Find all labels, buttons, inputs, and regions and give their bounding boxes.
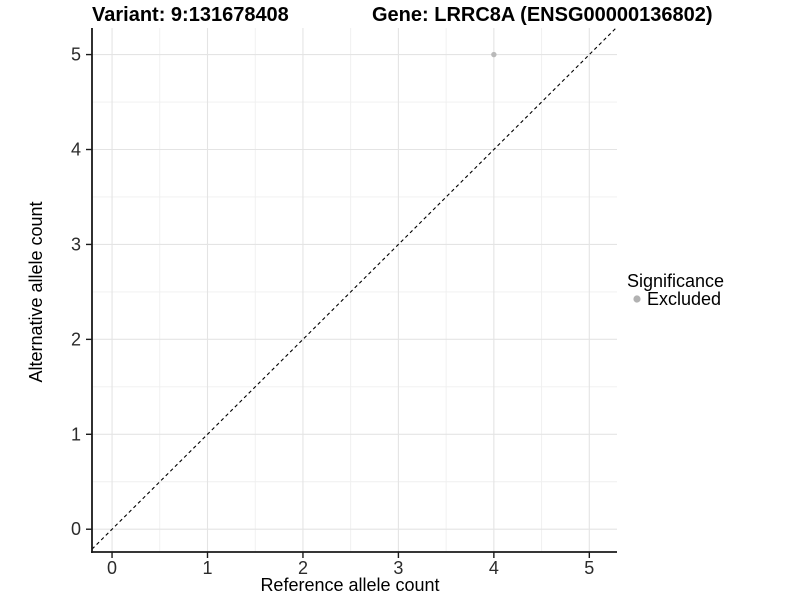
legend-item: Excluded	[633, 289, 721, 309]
x-axis-title: Reference allele count	[260, 575, 439, 595]
identity-dashed-line	[91, 27, 617, 550]
plot-title-gene: Gene: LRRC8A (ENSG00000136802)	[372, 4, 713, 26]
axis-lines	[91, 28, 617, 553]
x-tick-label: 5	[584, 558, 594, 578]
y-tick-label: 3	[71, 234, 81, 254]
axis-tick-labels: 0 1 2 3 4 5 0 1 2 3 4 5	[71, 45, 594, 578]
legend: Significance Excluded	[627, 271, 724, 309]
legend-key-dot-icon	[633, 295, 641, 303]
x-tick-label: 2	[298, 558, 308, 578]
data-point	[491, 51, 497, 58]
axis-tick-marks	[86, 53, 591, 558]
y-tick-label: 5	[71, 45, 81, 65]
y-axis-title: Alternative allele count	[26, 201, 46, 382]
legend-title: Significance	[627, 271, 724, 291]
y-tick-label: 0	[71, 519, 81, 539]
grid-minor-lines	[92, 28, 617, 552]
x-tick-label: 4	[489, 558, 499, 578]
y-tick-label: 1	[71, 424, 81, 444]
y-tick-label: 4	[71, 140, 81, 160]
x-tick-label: 0	[107, 558, 117, 578]
y-tick-label: 2	[71, 329, 81, 349]
legend-item-label: Excluded	[647, 289, 721, 309]
plot-title-variant: Variant: 9:131678408	[92, 4, 289, 26]
grid-major-lines	[92, 28, 617, 552]
x-tick-label: 1	[202, 558, 212, 578]
data-point-layer	[491, 51, 497, 58]
identity-reference-line-layer	[91, 27, 617, 550]
x-tick-label: 3	[393, 558, 403, 578]
